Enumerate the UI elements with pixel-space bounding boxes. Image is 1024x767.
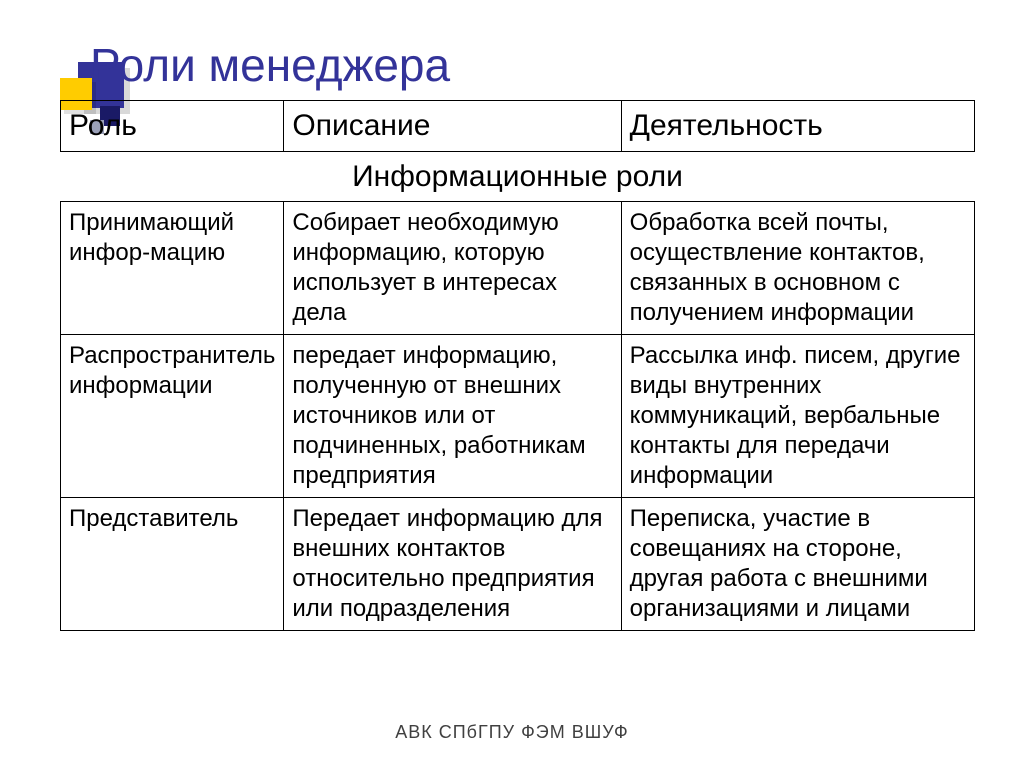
cell-activity: Переписка, участие в совещаниях на сторо… xyxy=(621,498,974,631)
table-header-row: Роль Описание Деятельность xyxy=(61,101,975,152)
subheader-cell: Информационные роли xyxy=(61,151,975,202)
table-subheader-row: Информационные роли xyxy=(61,151,975,202)
page-title: Роли менеджера xyxy=(60,10,984,92)
cell-description: Передает информацию для внешних контакто… xyxy=(284,498,621,631)
slide: Роли менеджера Роль Описание Деятельност… xyxy=(0,0,1024,767)
footer-text: АВК СПбГПУ ФЭМ ВШУФ xyxy=(0,722,1024,743)
cell-role: Представитель xyxy=(61,498,284,631)
cell-description: Собирает необходимую информацию, которую… xyxy=(284,202,621,335)
header-role: Роль xyxy=(61,101,284,152)
cell-activity: Обработка всей почты, осуществление конт… xyxy=(621,202,974,335)
roles-table: Роль Описание Деятельность Информационны… xyxy=(60,100,975,631)
table-row: Распространитель информации передает инф… xyxy=(61,335,975,498)
cell-activity: Рассылка инф. писем, другие виды внутрен… xyxy=(621,335,974,498)
cell-description: передает информацию, полученную от внешн… xyxy=(284,335,621,498)
header-activity: Деятельность xyxy=(621,101,974,152)
header-description: Описание xyxy=(284,101,621,152)
table-row: Принимающий инфор-мацию Собирает необход… xyxy=(61,202,975,335)
table-row: Представитель Передает информацию для вн… xyxy=(61,498,975,631)
cell-role: Принимающий инфор-мацию xyxy=(61,202,284,335)
cell-role: Распространитель информации xyxy=(61,335,284,498)
